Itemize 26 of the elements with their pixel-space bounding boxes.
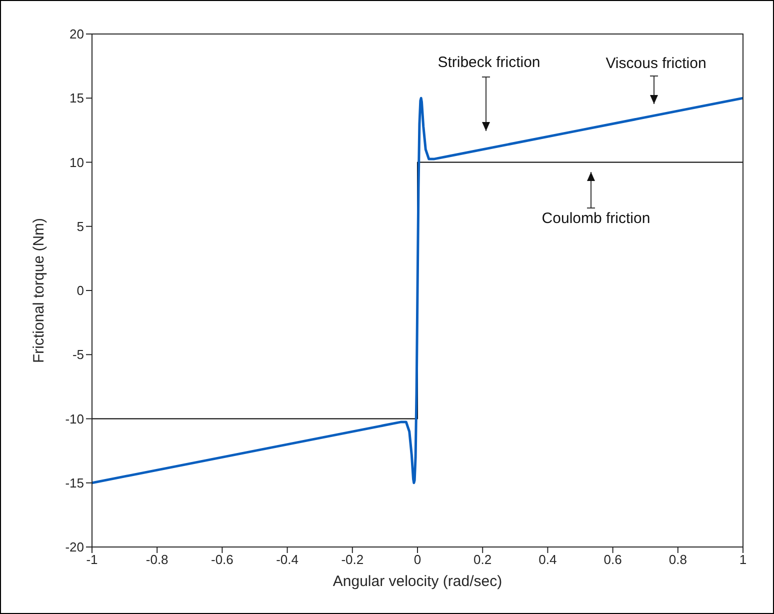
annotation: Stribeck friction [438,54,540,71]
x-tick-label: -0.4 [276,552,299,568]
y-tick-label: -10 [65,411,84,426]
x-tick-label: 0.2 [474,552,492,568]
x-tick-label: -0.2 [341,552,364,568]
y-tick-label: -5 [72,347,84,362]
y-tick-label: 5 [76,218,84,234]
annotation: Coulomb friction [542,210,650,227]
x-tick-label: -0.8 [146,552,168,568]
x-tick-label: 0.4 [538,552,557,568]
x-tick-label: 1 [739,552,747,568]
y-tick-label: -20 [65,540,84,555]
line-series [92,96,743,484]
x-tick-label: 0.8 [668,552,687,568]
x-tick-label: -0.6 [210,552,234,568]
y-tick-label: 10 [70,154,84,170]
y-tick-label: 20 [70,26,84,42]
y-tick-label: -15 [65,475,84,490]
x-tick-label: 0.6 [604,552,622,568]
x-tick-label: -1 [86,552,98,568]
y-axis-title: Frictional torque (Nm) [30,218,48,364]
annotation: Viscous friction [606,55,706,72]
y-tick-label: 0 [76,283,84,298]
y-tick-label: 15 [70,90,84,106]
x-axis-title: Angular velocity (rad/sec) [332,573,502,590]
x-tick-label: 0 [414,552,422,568]
